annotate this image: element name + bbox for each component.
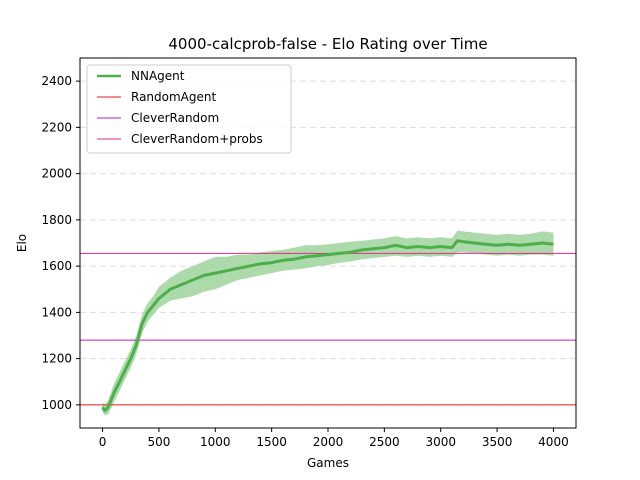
y-tick-label-1000: 1000	[41, 398, 72, 412]
baseline-lines	[80, 252, 576, 406]
y-tick-label-1400: 1400	[41, 305, 72, 319]
legend-label-cleverrandom-probs: CleverRandom+probs	[131, 132, 263, 146]
y-axis-label: Elo	[15, 234, 29, 252]
x-tick-label-1000: 1000	[200, 435, 231, 449]
x-tick-label-3000: 3000	[425, 435, 456, 449]
nnagent-line-group	[101, 239, 554, 413]
x-tick-label-2000: 2000	[313, 435, 344, 449]
legend-label-randomagent: RandomAgent	[131, 90, 216, 104]
y-axis-ticks: 1000 1200 1400 1600 1800 2000 2200 2400	[41, 74, 80, 412]
x-axis-label: Games	[307, 456, 349, 470]
x-tick-label-0: 0	[99, 435, 107, 449]
nnagent-confidence-band	[102, 230, 554, 416]
chart-title: 4000-calcprob-false - Elo Rating over Ti…	[168, 35, 487, 53]
y-tick-label-1600: 1600	[41, 259, 72, 273]
y-tick-label-1200: 1200	[41, 352, 72, 366]
y-tick-label-1800: 1800	[41, 213, 72, 227]
x-tick-label-4000: 4000	[538, 435, 569, 449]
legend-label-nnagent: NNAgent	[131, 69, 185, 83]
x-tick-label-3500: 3500	[482, 435, 513, 449]
nnagent-band-area	[102, 230, 554, 416]
y-tick-label-2200: 2200	[41, 120, 72, 134]
legend-box	[86, 64, 292, 154]
y-tick-label-2400: 2400	[41, 74, 72, 88]
x-axis-ticks: 0 500 1000 1500 2000 2500 3000 3500 4000	[99, 428, 569, 449]
nnagent-line	[101, 239, 554, 413]
x-tick-label-1500: 1500	[256, 435, 287, 449]
x-tick-label-500: 500	[147, 435, 170, 449]
x-tick-label-2500: 2500	[369, 435, 400, 449]
y-tick-label-2000: 2000	[41, 167, 72, 181]
legend: NNAgent RandomAgent CleverRandom CleverR…	[86, 64, 292, 154]
legend-label-cleverrandom: CleverRandom	[131, 111, 219, 125]
